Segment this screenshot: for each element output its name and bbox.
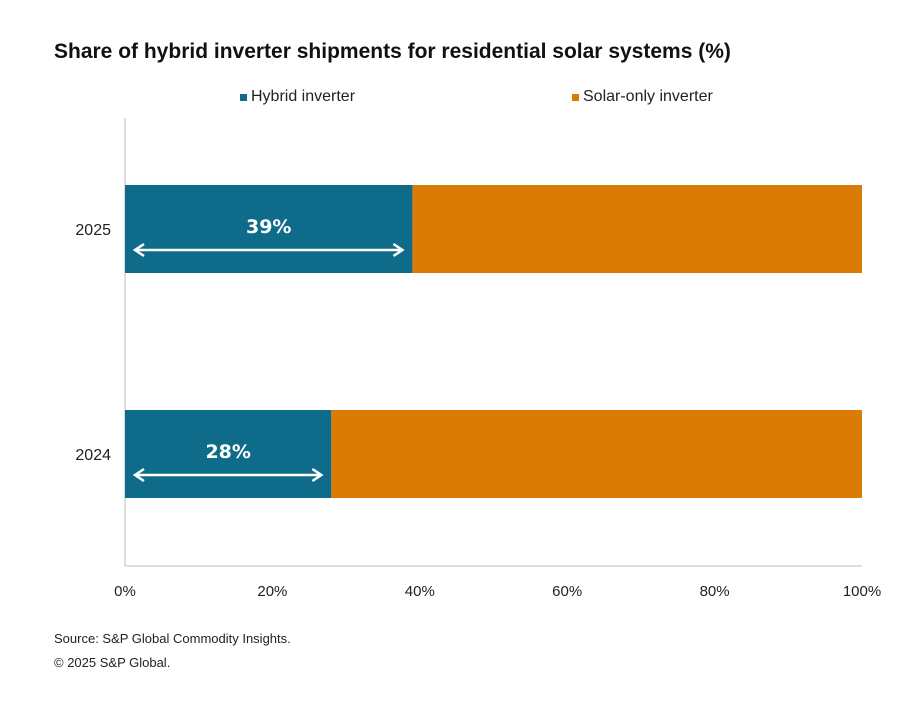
span-arrow-left-head [132,467,145,483]
copyright-note: © 2025 S&P Global. [54,655,171,670]
legend-item-solar-only: Solar-only inverter [572,88,713,106]
legend-label-hybrid: Hybrid inverter [251,88,356,105]
bar-solar-only [412,185,862,273]
x-tick-label: 20% [257,583,287,600]
span-arrow-right-head [392,242,405,258]
data-label: 28% [205,441,250,463]
legend-swatch-hybrid [240,93,247,101]
bar-hybrid [125,410,332,498]
legend-label-solar-only: Solar-only inverter [583,88,713,105]
source-note: Source: S&P Global Commodity Insights. [54,631,291,646]
category-label: 2025 [75,222,111,239]
bar-hybrid [125,185,413,273]
bar-solar-only [331,410,862,498]
x-tick-label: 60% [552,583,582,600]
legend-item-hybrid: Hybrid inverter [240,88,355,106]
legend-swatch-solar-only [572,93,579,101]
category-label: 2024 [75,447,111,464]
x-tick-label: 100% [843,583,881,600]
span-arrow-left-head [132,242,145,258]
span-arrow-right-head [311,467,324,483]
chart-title: Share of hybrid inverter shipments for r… [54,40,731,63]
x-tick-label: 0% [114,583,136,600]
x-tick-label: 80% [700,583,730,600]
x-tick-label: 40% [405,583,435,600]
data-label: 39% [246,216,291,238]
